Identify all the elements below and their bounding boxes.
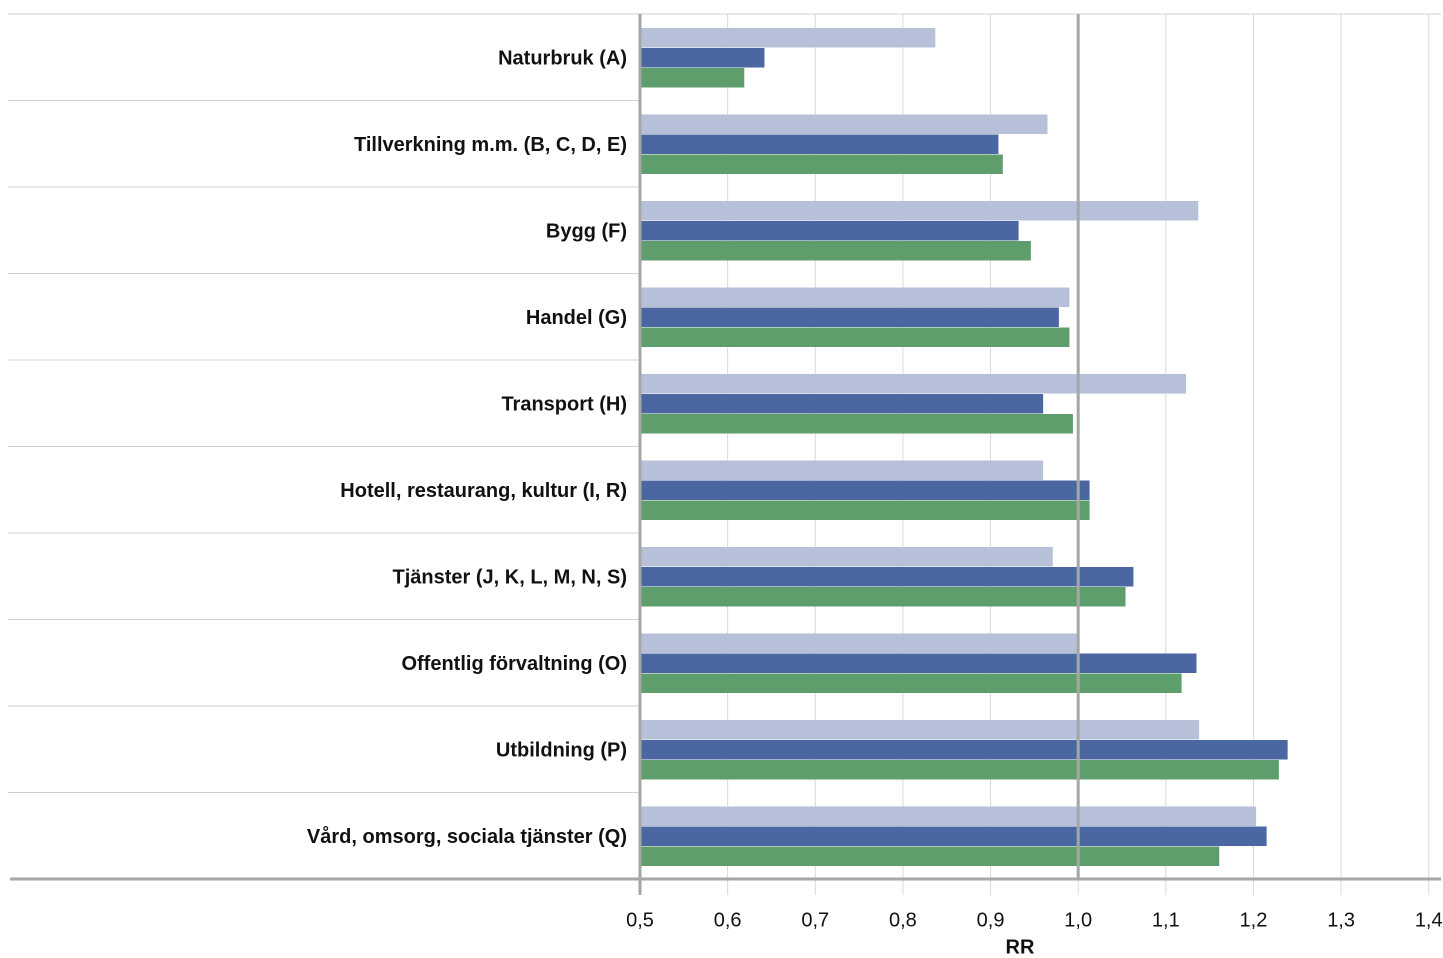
x-tick-label: 0,5 (626, 909, 654, 931)
bar (640, 307, 1059, 327)
x-tick-label: 1,2 (1240, 909, 1268, 931)
x-tick-label: 0,9 (977, 909, 1005, 931)
bar (640, 327, 1070, 347)
x-tick-label: 1,4 (1415, 909, 1443, 931)
x-tick-label: 1,1 (1152, 909, 1180, 931)
y-tick-label: Bygg (F) (546, 220, 627, 242)
bar (640, 48, 765, 68)
bar (640, 201, 1199, 221)
x-tick-label: 1,0 (1064, 909, 1092, 931)
bar (640, 633, 1079, 653)
bar (640, 826, 1267, 846)
y-tick-label: Tjänster (J, K, L, M, N, S) (393, 566, 627, 588)
bar (640, 414, 1073, 434)
y-tick-label: Utbildning (P) (496, 739, 627, 761)
bar (640, 760, 1279, 780)
bar (640, 806, 1257, 826)
bar (640, 28, 936, 48)
x-axis-title: RR (1006, 936, 1035, 958)
bar (640, 154, 1003, 174)
bar (640, 720, 1200, 740)
bar (640, 740, 1288, 760)
bar (640, 241, 1031, 261)
bar (640, 114, 1048, 134)
bar (640, 587, 1126, 607)
bar (640, 68, 745, 88)
bar (640, 287, 1070, 307)
y-tick-label: Handel (G) (526, 307, 627, 329)
bar (640, 394, 1044, 414)
bar (640, 500, 1090, 520)
y-tick-label: Tillverkning m.m. (B, C, D, E) (354, 134, 627, 156)
x-tick-label: 1,3 (1327, 909, 1355, 931)
y-tick-label: Transport (H) (501, 393, 627, 415)
bar (640, 134, 999, 154)
bar (640, 547, 1053, 567)
y-tick-label: Vård, omsorg, sociala tjänster (Q) (307, 825, 627, 848)
bar (640, 480, 1090, 500)
x-tick-label: 0,6 (714, 909, 742, 931)
bar (640, 673, 1182, 693)
bar (640, 460, 1044, 480)
bar (640, 221, 1019, 241)
bar (640, 653, 1197, 673)
x-tick-label: 0,7 (801, 909, 829, 931)
y-tick-label: Offentlig förvaltning (O) (401, 653, 627, 675)
bar (640, 567, 1134, 587)
y-tick-label: Hotell, restaurang, kultur (I, R) (340, 480, 627, 502)
bar (640, 846, 1220, 866)
y-tick-label: Naturbruk (A) (498, 47, 627, 69)
x-tick-label: 0,8 (889, 909, 917, 931)
bar (640, 374, 1186, 394)
